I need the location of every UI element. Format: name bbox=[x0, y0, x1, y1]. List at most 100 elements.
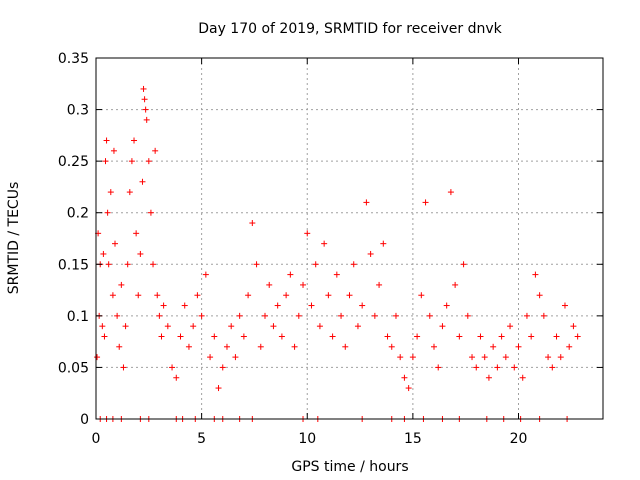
data-point bbox=[185, 343, 192, 350]
y-tick-label: 0.15 bbox=[58, 257, 89, 273]
data-point bbox=[536, 292, 543, 299]
data-point bbox=[384, 333, 391, 340]
grid-lines bbox=[96, 58, 603, 419]
data-point bbox=[291, 343, 298, 350]
data-point bbox=[338, 312, 345, 319]
data-point bbox=[557, 354, 564, 361]
data-point bbox=[177, 333, 184, 340]
data-point bbox=[99, 323, 106, 330]
data-point bbox=[114, 312, 121, 319]
data-point bbox=[456, 333, 463, 340]
data-point bbox=[215, 385, 222, 392]
data-point bbox=[109, 292, 116, 299]
data-point bbox=[308, 302, 315, 309]
y-tick-label: 0.3 bbox=[67, 103, 89, 119]
y-tick-label: 0.2 bbox=[67, 206, 89, 222]
data-point bbox=[145, 158, 152, 165]
data-point bbox=[502, 354, 509, 361]
x-tick-label: 0 bbox=[92, 431, 101, 447]
data-point bbox=[515, 343, 522, 350]
chart-title: Day 170 of 2019, SRMTID for receiver dnv… bbox=[198, 21, 502, 37]
data-point bbox=[118, 281, 125, 288]
data-point bbox=[253, 261, 260, 268]
data-point bbox=[156, 312, 163, 319]
data-point bbox=[342, 343, 349, 350]
data-point bbox=[240, 333, 247, 340]
data-point bbox=[376, 281, 383, 288]
data-point bbox=[566, 343, 573, 350]
data-point bbox=[519, 374, 526, 381]
data-point bbox=[426, 312, 433, 319]
data-point bbox=[152, 147, 159, 154]
data-point bbox=[219, 364, 226, 371]
data-point bbox=[102, 158, 109, 165]
data-point bbox=[540, 312, 547, 319]
data-point bbox=[169, 364, 176, 371]
data-point bbox=[443, 302, 450, 309]
data-point bbox=[481, 354, 488, 361]
y-axis-label: SRMTID / TECUs bbox=[6, 182, 22, 295]
x-axis-label: GPS time / hours bbox=[291, 459, 408, 475]
data-point bbox=[274, 302, 281, 309]
data-point bbox=[464, 312, 471, 319]
data-point bbox=[452, 281, 459, 288]
data-point bbox=[473, 364, 480, 371]
data-point bbox=[131, 137, 138, 144]
x-tick-label: 5 bbox=[197, 431, 206, 447]
data-point bbox=[112, 240, 119, 247]
data-point bbox=[532, 271, 539, 278]
x-tick-label: 10 bbox=[298, 431, 316, 447]
y-tick-label: 0.35 bbox=[58, 51, 89, 67]
data-point bbox=[460, 261, 467, 268]
data-point bbox=[549, 364, 556, 371]
data-point bbox=[104, 209, 111, 216]
y-tick-label: 0.1 bbox=[67, 309, 89, 325]
data-point bbox=[528, 333, 535, 340]
data-point bbox=[287, 271, 294, 278]
data-point bbox=[359, 302, 366, 309]
data-point bbox=[418, 292, 425, 299]
data-point bbox=[346, 292, 353, 299]
data-point bbox=[278, 333, 285, 340]
data-point bbox=[100, 250, 107, 257]
data-point bbox=[164, 323, 171, 330]
data-point bbox=[181, 302, 188, 309]
data-point bbox=[561, 302, 568, 309]
data-point bbox=[485, 374, 492, 381]
data-point bbox=[553, 333, 560, 340]
data-point bbox=[435, 364, 442, 371]
data-point bbox=[367, 250, 374, 257]
data-point bbox=[147, 209, 154, 216]
data-point bbox=[154, 292, 161, 299]
data-point bbox=[414, 333, 421, 340]
data-point bbox=[101, 333, 108, 340]
data-point bbox=[198, 312, 205, 319]
data-point bbox=[120, 364, 127, 371]
data-point bbox=[116, 343, 123, 350]
data-point bbox=[507, 323, 514, 330]
data-point bbox=[107, 189, 114, 196]
data-point bbox=[409, 354, 416, 361]
data-point bbox=[422, 199, 429, 206]
data-point bbox=[249, 220, 256, 227]
data-point bbox=[194, 292, 201, 299]
data-point bbox=[321, 240, 328, 247]
data-point bbox=[574, 333, 581, 340]
data-point bbox=[380, 240, 387, 247]
data-point bbox=[523, 312, 530, 319]
data-point bbox=[312, 261, 319, 268]
data-point bbox=[160, 302, 167, 309]
data-point bbox=[110, 147, 117, 154]
data-point bbox=[142, 106, 149, 113]
data-point bbox=[439, 323, 446, 330]
data-point bbox=[405, 385, 412, 392]
data-point bbox=[94, 354, 101, 361]
x-tick-label: 20 bbox=[510, 431, 528, 447]
data-point bbox=[363, 199, 370, 206]
data-point bbox=[236, 312, 243, 319]
data-point bbox=[257, 343, 264, 350]
data-point bbox=[202, 271, 209, 278]
data-point bbox=[388, 343, 395, 350]
data-point bbox=[124, 261, 131, 268]
data-point bbox=[545, 354, 552, 361]
